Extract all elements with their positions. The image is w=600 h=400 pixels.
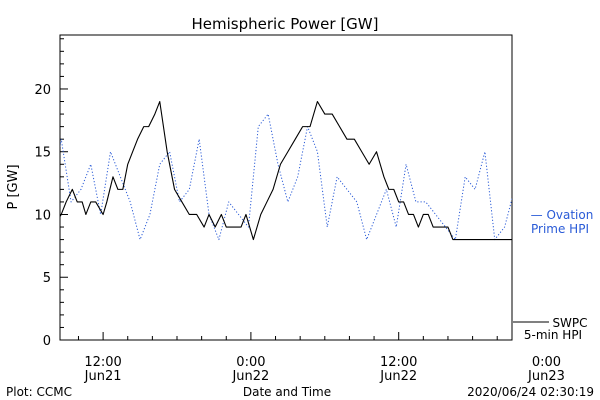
x-tick-label-date: Jun22	[231, 369, 269, 384]
series-layer	[60, 100, 512, 241]
x-axis: 12:00Jun210:00Jun2212:00Jun220:00Jun2312…	[77, 332, 565, 384]
y-axis: 0 5 10 15 20	[34, 38, 68, 349]
x-tick-label-date: Jun23	[527, 369, 565, 384]
legend-ovation-line2: Prime HPI	[531, 222, 589, 236]
y-tick-label: 0	[43, 334, 51, 349]
x-tick-label-date: Jun22	[379, 369, 417, 384]
x-axis-label: Date and Time	[243, 385, 331, 399]
x-tick-label-time: 0:00	[532, 355, 561, 370]
y-tick-label: 5	[43, 271, 51, 286]
y-tick-label: 10	[34, 208, 51, 223]
footer-timestamp: 2020/06/24 02:30:19	[467, 385, 594, 399]
legend-ovation-line1: — Ovation	[531, 208, 594, 222]
footer-plot-source: Plot: CCMC	[6, 385, 72, 399]
x-tick-label-time: 12:00	[380, 355, 417, 370]
y-tick-label: 20	[34, 83, 51, 98]
series-swpc-line	[60, 100, 512, 241]
series-ovation-line	[60, 113, 512, 241]
plot-border	[59, 34, 513, 341]
legend-swpc-line2: 5-min HPI	[524, 328, 582, 342]
legend-swpc-line1: SWPC	[552, 316, 587, 330]
y-axis-label: P [GW]	[6, 164, 21, 209]
y-tick-label: 15	[34, 146, 51, 161]
x-tick-label-time: 12:00	[84, 355, 121, 370]
plot-frame	[59, 34, 513, 341]
chart-title: Hemispheric Power [GW]	[192, 15, 379, 33]
x-tick-label-time: 0:00	[236, 355, 265, 370]
x-tick-label-date: Jun21	[84, 369, 122, 384]
